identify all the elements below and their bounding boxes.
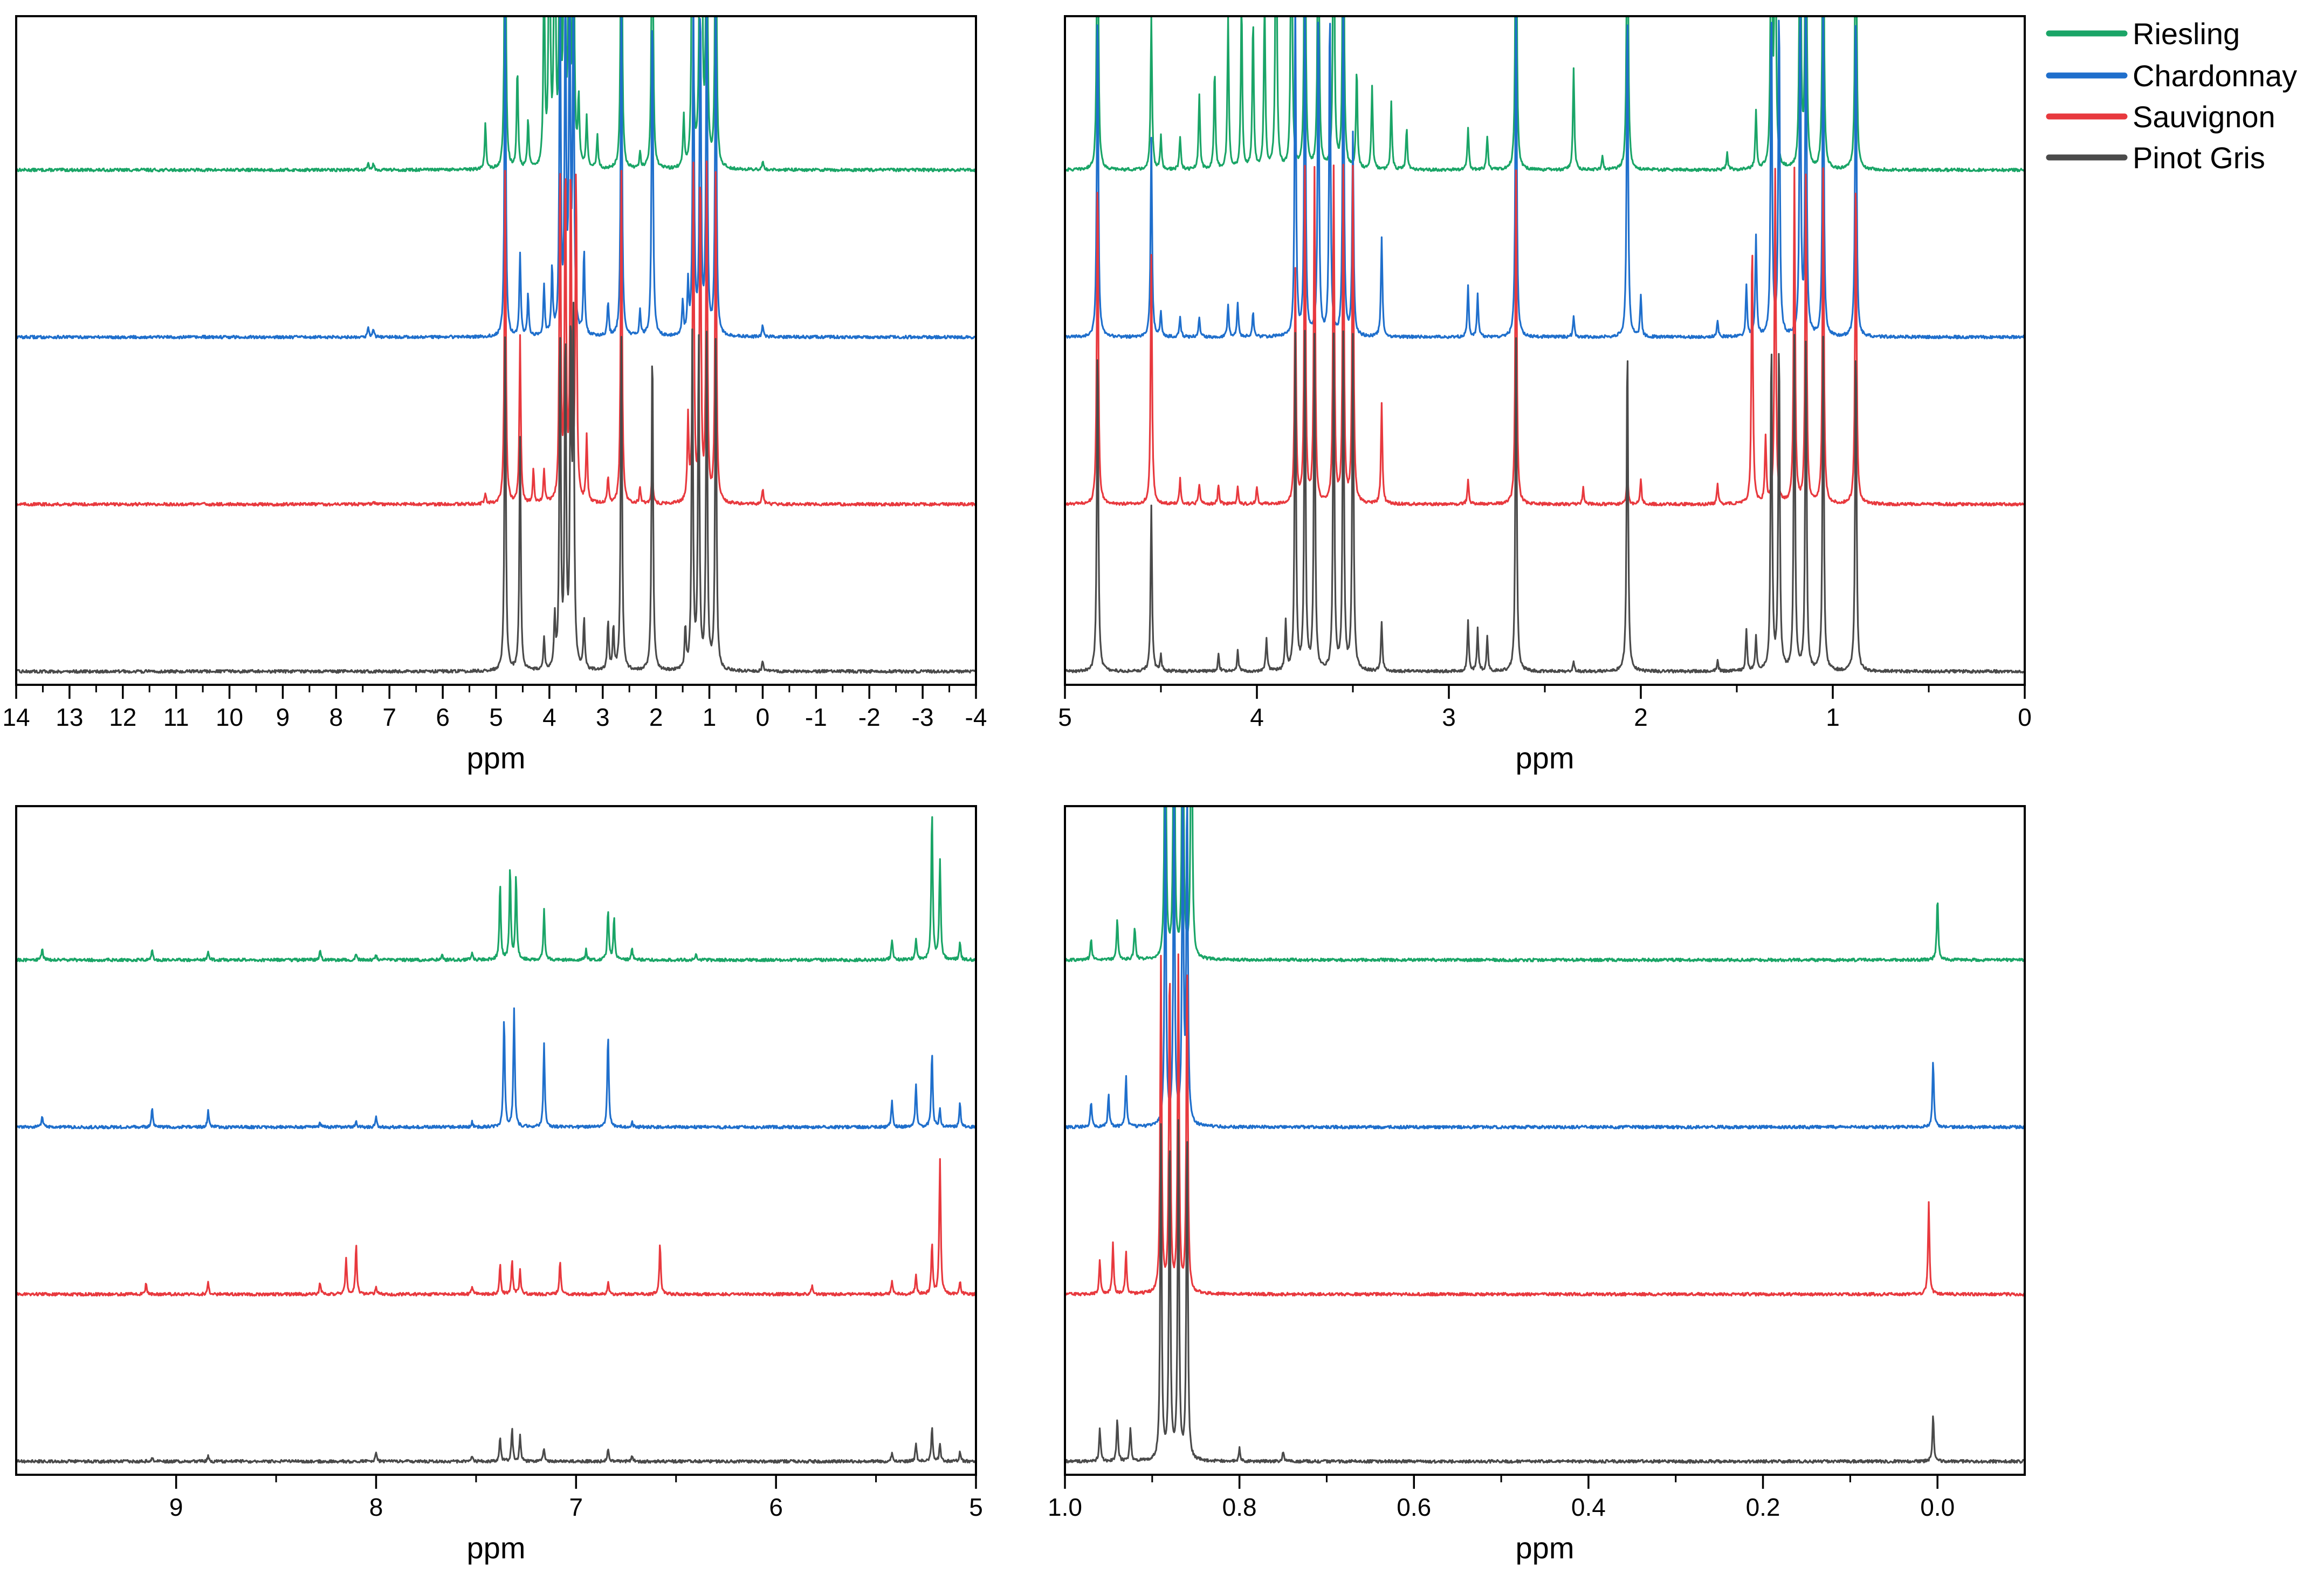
x-axis-label: ppm bbox=[467, 741, 526, 775]
x-axis-label: ppm bbox=[1516, 741, 1574, 775]
x-tick-label: 3 bbox=[596, 703, 610, 731]
legend: Riesling Chardonnay Sauvignon Pinot Gris bbox=[2046, 17, 2297, 175]
x-tick-label: 0.8 bbox=[1222, 1493, 1257, 1521]
plot-frame bbox=[15, 15, 977, 686]
legend-label: Chardonnay bbox=[2133, 59, 2297, 93]
panel-aliphatic-region: 5 4 3 2 1 0 ppm bbox=[1058, 15, 2032, 775]
spectrum-line-sauvignon bbox=[1065, 953, 2025, 1297]
x-tick-label: -1 bbox=[805, 703, 827, 731]
x-tick-label: 9 bbox=[169, 1493, 183, 1521]
x-tick-label: 1 bbox=[1826, 703, 1840, 731]
x-tick-label: 3 bbox=[1442, 703, 1456, 731]
x-axis-label: ppm bbox=[1516, 1531, 1574, 1565]
x-tick-label: 0 bbox=[2018, 703, 2032, 731]
x-tick-label: 11 bbox=[163, 703, 189, 731]
spectrum-line-riesling bbox=[1065, 16, 2025, 173]
x-tick-label: -2 bbox=[858, 703, 881, 731]
spectrum-line-chardonnay bbox=[16, 1007, 976, 1130]
spectrum-line-riesling bbox=[16, 16, 976, 173]
x-tick-label: 8 bbox=[329, 703, 343, 731]
x-tick-label: 6 bbox=[769, 1493, 783, 1521]
plot-frame bbox=[1064, 805, 2026, 1476]
x-tick-label: 4 bbox=[1250, 703, 1264, 731]
panel-high-field-region: 1.0 0.8 0.6 0.4 0.2 0.0 ppm bbox=[1048, 805, 2026, 1565]
x-tick-label: -4 bbox=[965, 703, 987, 731]
panel-aromatic-region: 9 8 7 6 5 ppm bbox=[15, 805, 983, 1565]
x-tick-label: 4 bbox=[542, 703, 556, 731]
legend-entry: Chardonnay bbox=[2046, 59, 2297, 93]
x-tick-label: -3 bbox=[912, 703, 934, 731]
x-tick-label: 12 bbox=[109, 703, 136, 731]
x-tick-label: 0.0 bbox=[1920, 1493, 1955, 1521]
plot-area bbox=[1065, 806, 2025, 1464]
spectrum-line-pinot-gris bbox=[1065, 1119, 2025, 1464]
spectrum-line-sauvignon bbox=[16, 160, 976, 507]
legend-label: Sauvignon bbox=[2133, 100, 2275, 134]
x-tick-label: 8 bbox=[369, 1493, 383, 1521]
spectrum-line-chardonnay bbox=[1065, 16, 2025, 340]
x-tick-label: 5 bbox=[969, 1493, 983, 1521]
plot-area bbox=[16, 16, 976, 674]
x-tick-label: 10 bbox=[216, 703, 243, 731]
spectrum-line-riesling bbox=[16, 816, 976, 963]
x-tick-label: 5 bbox=[489, 703, 503, 731]
x-tick-label: 7 bbox=[382, 703, 396, 731]
plot-area bbox=[16, 816, 976, 1464]
x-tick-label: 1 bbox=[703, 703, 717, 731]
x-tick-label: 2 bbox=[649, 703, 663, 731]
x-tick-label: 0.2 bbox=[1746, 1493, 1780, 1521]
legend-label: Pinot Gris bbox=[2133, 141, 2265, 175]
plot-area bbox=[1065, 16, 2025, 674]
spectrum-line-riesling bbox=[1065, 806, 2025, 963]
x-tick-label: 0.6 bbox=[1397, 1493, 1431, 1521]
x-tick-label: 9 bbox=[276, 703, 290, 731]
x-tick-label: 6 bbox=[436, 703, 450, 731]
legend-entry: Riesling bbox=[2046, 17, 2240, 51]
x-tick-label: 13 bbox=[56, 703, 83, 731]
spectrum-line-sauvignon bbox=[16, 1158, 976, 1297]
spectrum-line-chardonnay bbox=[16, 16, 976, 340]
spectrum-line-sauvignon bbox=[1065, 163, 2025, 507]
spectrum-line-chardonnay bbox=[1065, 806, 2025, 1130]
x-tick-label: 1.0 bbox=[1048, 1493, 1082, 1521]
x-tick-label: 7 bbox=[569, 1493, 583, 1521]
spectrum-line-pinot-gris bbox=[16, 1427, 976, 1464]
x-tick-label: 0.4 bbox=[1571, 1493, 1606, 1521]
x-tick-label: 2 bbox=[1634, 703, 1648, 731]
legend-label: Riesling bbox=[2133, 17, 2240, 51]
legend-entry: Sauvignon bbox=[2046, 100, 2275, 134]
plot-frame bbox=[15, 805, 977, 1476]
spectrum-line-pinot-gris bbox=[1065, 329, 2025, 674]
plot-frame bbox=[1064, 15, 2026, 686]
x-tick-label: 14 bbox=[2, 703, 30, 731]
spectrum-line-pinot-gris bbox=[16, 301, 976, 674]
x-tick-label: 0 bbox=[756, 703, 770, 731]
x-axis-label: ppm bbox=[467, 1531, 526, 1565]
x-tick-label: 5 bbox=[1058, 703, 1072, 731]
legend-entry: Pinot Gris bbox=[2046, 141, 2265, 175]
